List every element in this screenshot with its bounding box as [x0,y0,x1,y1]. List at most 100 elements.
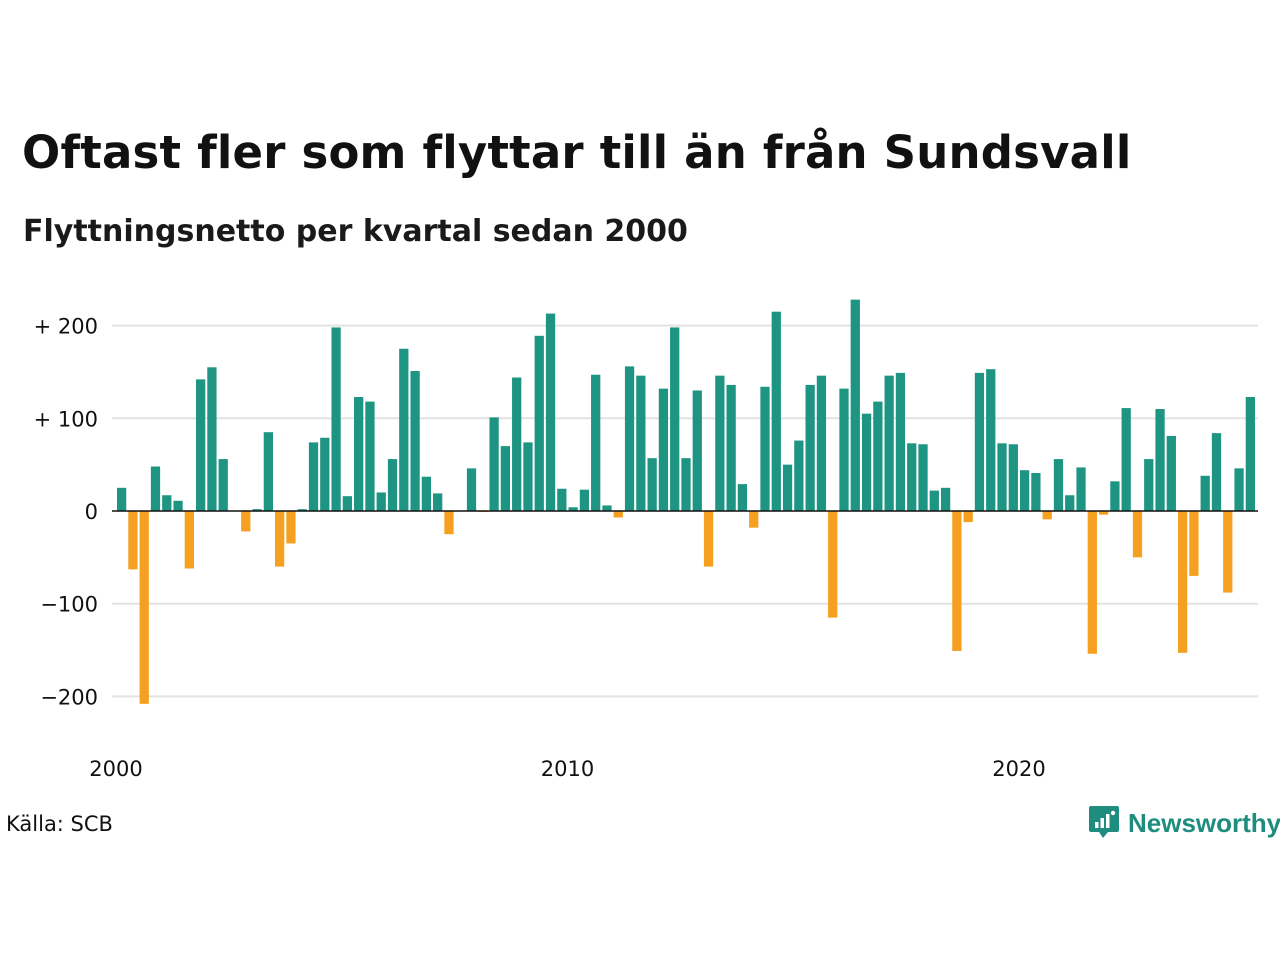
x-tick-label: 2000 [89,757,142,781]
bar [512,377,522,511]
bar [1076,467,1086,511]
bar [1245,396,1255,511]
bar [444,511,454,535]
bar [907,443,917,511]
bar [771,311,781,511]
bar [1098,511,1109,515]
bar [1031,472,1041,511]
bar [568,507,578,511]
bar [703,511,714,567]
bar [342,496,352,511]
bar [207,367,217,511]
bar [749,511,759,528]
bar [839,388,849,511]
bar [489,417,499,511]
bar [1144,459,1154,511]
bar [602,505,612,511]
bar [974,372,985,511]
bar [997,443,1007,511]
bar [986,369,996,511]
bar [1189,511,1199,576]
source-note: Källa: SCB [6,812,113,836]
bar [162,495,172,511]
bar [636,375,646,511]
bar [861,413,872,511]
chart-title: Oftast fler som flyttar till än från Sun… [22,126,1132,179]
bar [963,511,973,523]
bar [805,384,815,511]
bar [1132,511,1143,558]
chart-subtitle: Flyttningsnetto per kvartal sedan 2000 [23,214,688,249]
bar [579,489,590,511]
bar [918,444,928,511]
bar [1087,511,1097,654]
y-tick-label: + 100 [34,407,98,431]
bar [952,511,962,651]
bar [1008,444,1018,511]
bar [1223,511,1233,593]
bar [1065,495,1075,511]
bar [794,440,804,511]
bar [241,511,251,532]
bar [670,327,680,511]
y-tick-label: 0 [85,500,98,524]
x-axis-ticks: 2000 2010 2020 [89,757,1045,781]
newsworthy-logo-icon [1089,806,1119,838]
bar [895,372,906,511]
bar [715,375,725,511]
bar [692,390,702,511]
bar [433,493,443,511]
bar [658,388,669,511]
bar [252,509,262,511]
bar [1166,435,1176,511]
bar [308,442,319,511]
bar [421,476,432,511]
bar [737,484,748,511]
bar [760,386,770,511]
bar [376,492,386,511]
gridlines [112,324,1258,698]
bar [466,468,477,511]
bar [613,511,623,518]
bar [624,366,635,511]
bar [726,384,736,511]
bar [545,313,556,511]
bar [782,464,793,511]
bar [218,459,228,511]
bar [139,511,149,704]
bar [331,327,341,511]
bars [117,299,1255,704]
bar [354,396,364,511]
bar [873,401,883,511]
bar [929,490,939,511]
y-tick-label: + 200 [34,315,98,339]
bar [1200,475,1210,511]
bar [940,487,951,511]
bar [263,432,273,511]
bar [1211,433,1222,511]
bar [320,437,330,511]
bar [184,511,194,569]
bar [1155,409,1165,511]
bar [410,371,420,511]
bar [681,458,691,511]
bar [1053,459,1064,511]
bar [1177,511,1188,653]
bar [275,511,285,567]
bar [117,487,127,511]
bar [647,458,657,511]
bar [196,379,206,511]
bar [816,375,827,511]
bar [534,335,544,511]
bar [173,500,183,511]
bar [500,446,511,511]
bar [523,442,533,511]
bar [150,466,161,511]
bar [1019,470,1030,511]
bar [297,509,307,511]
y-tick-label: −100 [40,593,98,617]
bar [387,459,398,511]
bar [557,488,567,511]
bar [286,511,296,544]
